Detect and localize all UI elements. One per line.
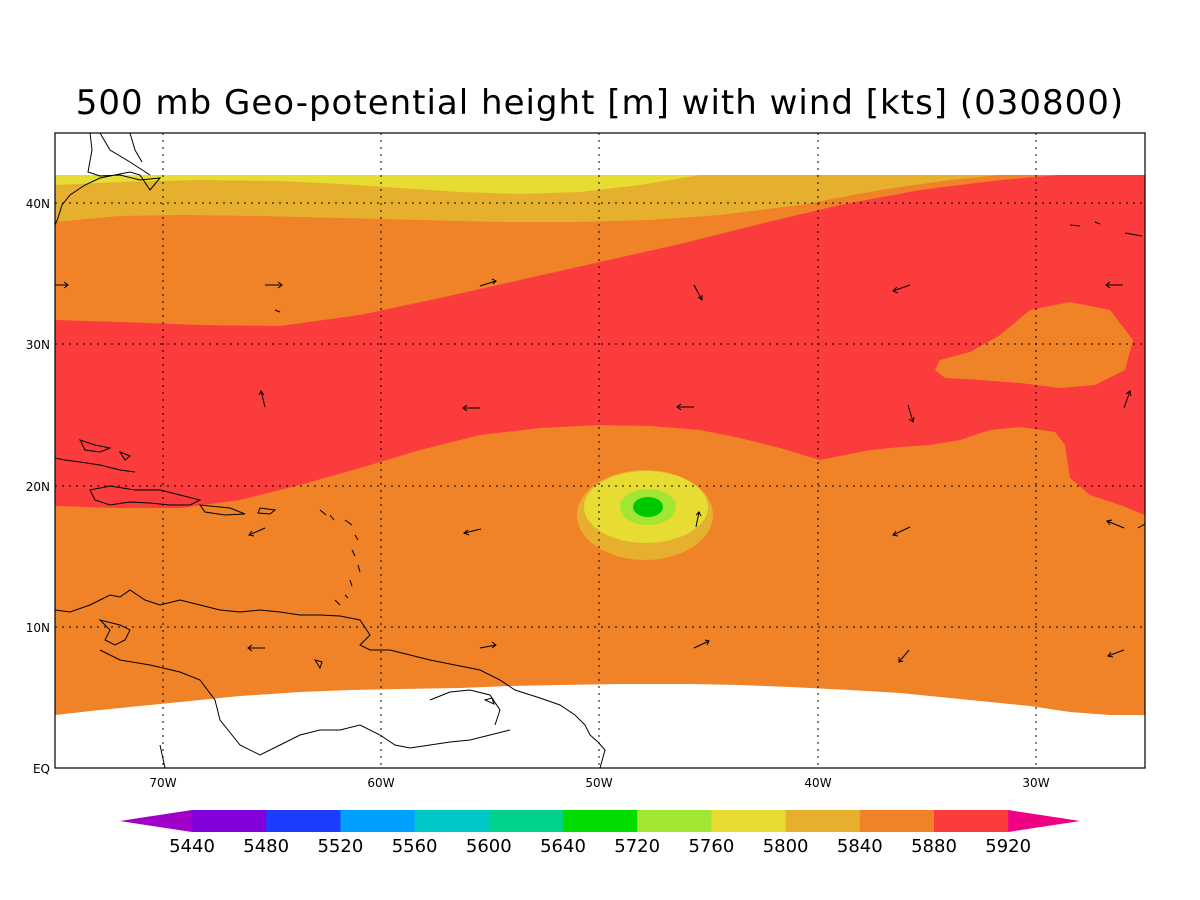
colorbar-segment bbox=[266, 810, 341, 832]
wind-arrow bbox=[248, 527, 266, 537]
colorbar-label: 5600 bbox=[466, 836, 512, 857]
contour-fill-5880-east-pocket bbox=[935, 302, 1133, 388]
lat-label: 10N bbox=[26, 621, 50, 635]
contour-fill-5720-low bbox=[633, 497, 663, 517]
colorbar-segment bbox=[192, 810, 267, 832]
wind-arrow bbox=[1107, 649, 1125, 658]
wind-arrow bbox=[892, 526, 911, 537]
lat-label: 30N bbox=[26, 338, 50, 352]
lon-label: 40W bbox=[804, 776, 831, 790]
wind-arrow bbox=[676, 403, 694, 411]
colorbar: 5440 5480 5520 5560 5600 5640 5720 5760 5800 5840… bbox=[120, 810, 1081, 857]
map-panel bbox=[54, 132, 1146, 769]
colorbar-segment bbox=[934, 810, 1009, 832]
colorbar-label: 5640 bbox=[540, 836, 586, 857]
colorbar-label: 5440 bbox=[169, 836, 215, 857]
longitude-labels: 70W 60W 50W 40W 30W bbox=[149, 776, 1049, 790]
coastlines bbox=[55, 133, 1145, 768]
colorbar-segment bbox=[488, 810, 564, 832]
wind-arrow bbox=[258, 390, 266, 408]
wind-arrow bbox=[479, 278, 497, 287]
wind-arrow bbox=[1123, 390, 1132, 409]
wind-arrow bbox=[892, 284, 911, 294]
colorbar-label: 5720 bbox=[614, 836, 660, 857]
wind-arrow bbox=[462, 528, 482, 536]
lat-label: EQ bbox=[33, 762, 50, 776]
colorbar-label: 5480 bbox=[243, 836, 289, 857]
wind-arrow bbox=[907, 404, 915, 423]
wind-arrow bbox=[1105, 281, 1123, 289]
colorbar-label: 5920 bbox=[985, 836, 1031, 857]
map-frame bbox=[54, 132, 1146, 769]
colorbar-segment bbox=[859, 810, 935, 832]
wind-arrow bbox=[247, 644, 265, 652]
lon-label: 60W bbox=[367, 776, 394, 790]
contour-fill-5800-north bbox=[55, 175, 700, 194]
wind-arrow bbox=[55, 281, 69, 289]
wind-arrow bbox=[898, 649, 910, 663]
map-title: 500 mb Geo-potential height [m] with win… bbox=[76, 83, 1124, 123]
colorbar-label: 5880 bbox=[911, 836, 957, 857]
contour-fill-5920 bbox=[55, 175, 1145, 515]
colorbar-segment bbox=[414, 810, 490, 832]
colorbar-segment bbox=[563, 810, 638, 832]
wind-vectors bbox=[55, 278, 1132, 663]
colorbar-segment bbox=[785, 810, 861, 832]
lat-label: 20N bbox=[26, 480, 50, 494]
colorbar-label: 5800 bbox=[763, 836, 809, 857]
colorbar-label: 5840 bbox=[837, 836, 883, 857]
contour-fill-5840 bbox=[55, 175, 1000, 222]
colorbar-right-arrow bbox=[1008, 810, 1081, 832]
colorbar-segment bbox=[637, 810, 712, 832]
wind-arrow bbox=[479, 641, 497, 649]
lon-label: 50W bbox=[585, 776, 612, 790]
colorbar-label: 5520 bbox=[317, 836, 363, 857]
latitude-labels: 40N 30N 20N 10N EQ bbox=[26, 197, 50, 776]
lon-label: 30W bbox=[1022, 776, 1049, 790]
wind-arrow bbox=[462, 404, 480, 412]
wind-arrow bbox=[695, 511, 702, 528]
colorbar-segment bbox=[711, 810, 787, 832]
wind-arrow bbox=[265, 281, 283, 289]
graticule bbox=[55, 133, 1145, 768]
colorbar-label: 5560 bbox=[392, 836, 438, 857]
wind-arrow bbox=[1106, 519, 1125, 529]
lat-label: 40N bbox=[26, 197, 50, 211]
wind-arrow bbox=[693, 639, 710, 649]
colorbar-segment bbox=[340, 810, 416, 832]
colorbar-label: 5760 bbox=[688, 836, 734, 857]
colorbar-left-arrow bbox=[120, 810, 192, 832]
lon-label: 70W bbox=[149, 776, 176, 790]
wind-arrow bbox=[693, 284, 703, 301]
